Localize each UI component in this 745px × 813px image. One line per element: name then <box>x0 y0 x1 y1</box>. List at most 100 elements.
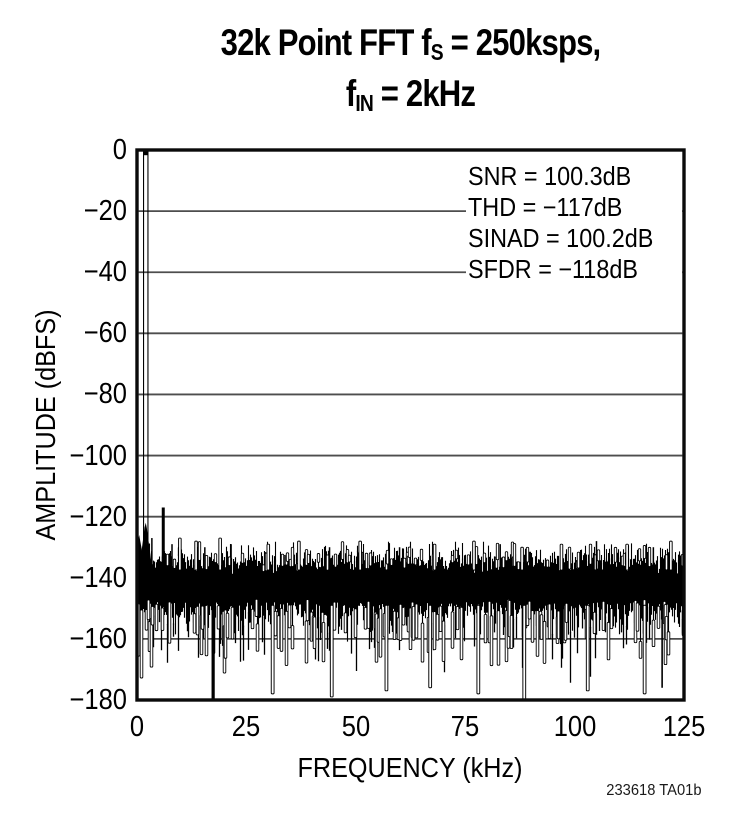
noise-hollow-spike <box>290 546 295 567</box>
noise-hollow-spike <box>204 604 209 657</box>
noise-hollow-spike <box>230 606 235 640</box>
noise-hollow-spike <box>509 615 514 650</box>
y-tick-label: −40 <box>83 256 127 289</box>
deep-dip <box>585 604 590 692</box>
noise-hollow-spike <box>385 549 390 565</box>
noise-hollow-spike <box>287 604 292 629</box>
deep-dip <box>476 604 481 695</box>
noise-hollow-spike <box>172 558 177 569</box>
noise-hollow-spike <box>363 607 368 630</box>
noise-hollow-spike <box>353 608 358 639</box>
noise-hollow-spike <box>512 543 517 567</box>
noise-hollow-spike <box>601 600 606 632</box>
noise-hollow-spike <box>216 605 221 630</box>
noise-hollow-spike <box>225 612 230 639</box>
noise-hollow-spike <box>432 611 437 651</box>
fundamental-peak <box>143 150 149 156</box>
spur <box>432 543 437 571</box>
noise-hollow-spike <box>530 610 535 643</box>
thd-annotation: THD = −117dB <box>468 192 623 222</box>
spur <box>178 537 182 571</box>
noise-hollow-spike <box>482 552 487 564</box>
noise-hollow-spike <box>284 610 289 666</box>
noise-hollow-spike <box>167 601 172 644</box>
noise-hollow-spike <box>435 613 440 641</box>
x-axis-title: FREQUENCY (kHz) <box>297 752 523 783</box>
sinad-annotation: SINAD = 100.2dB <box>468 223 654 253</box>
noise-hollow-spike <box>637 548 642 562</box>
noise-hollow-spike <box>280 553 285 567</box>
spur <box>520 546 524 571</box>
noise-hollow-spike <box>545 559 550 568</box>
plot-frame <box>135 148 686 702</box>
noise-hollow-spike <box>306 553 311 564</box>
y-tick-label: −180 <box>69 684 127 716</box>
noise-hollow-spike <box>273 610 278 637</box>
noise-hollow-spike <box>459 606 464 661</box>
fft-plot-area <box>135 148 686 702</box>
figure-caption: 233618 TA01b <box>605 782 701 799</box>
spur <box>625 543 629 571</box>
deep-dip <box>384 604 389 692</box>
noise-hollow-spike <box>527 600 532 620</box>
noise-hollow-spike <box>149 618 154 668</box>
noise-hollow-spike <box>254 598 259 617</box>
noise-hollow-spike <box>160 607 165 631</box>
noise-hollow-spike <box>378 608 383 658</box>
dc-bump <box>137 535 145 566</box>
noise-hollow-spike <box>539 614 544 640</box>
noise-hollow-spike <box>146 599 151 621</box>
noise-hollow-spike <box>638 640 643 659</box>
y-tick-label: −140 <box>69 561 127 594</box>
noise-hollow-spike <box>304 620 309 664</box>
y-axis-title: AMPLITUDE (dBFS) <box>30 309 61 541</box>
noise-hollow-spike <box>290 625 295 650</box>
noise-hollow-spike <box>496 610 501 666</box>
x-tick-label: 100 <box>553 711 596 743</box>
noise-hollow-spike <box>325 554 330 571</box>
noise-hollow-spike <box>466 554 471 566</box>
noise-hollow-spike <box>609 608 614 630</box>
sfdr-annotation: SFDR = −118dB <box>468 254 638 284</box>
noise-hollow-spike <box>347 554 352 563</box>
noise-hollow-spike <box>195 605 200 636</box>
noise-hollow-spike <box>635 602 640 632</box>
noise-hollow-spike <box>420 622 425 663</box>
deep-dip <box>270 604 275 695</box>
x-tick-label: 75 <box>450 711 480 743</box>
noise-hollow-spike <box>255 623 260 652</box>
noise-hollow-spike <box>312 616 317 650</box>
noise-hollow-spike <box>407 546 412 558</box>
noise-hollow-spike <box>204 554 209 571</box>
y-tick-label: −160 <box>69 622 127 655</box>
spur <box>358 540 362 571</box>
spur <box>266 543 271 571</box>
noise-hollow-spike <box>525 546 530 563</box>
spur <box>218 537 222 571</box>
noise-hollow-spike <box>495 542 500 561</box>
noise-hollow-spike <box>666 631 671 656</box>
noise-hollow-spike <box>250 608 255 630</box>
noise-hollow-spike <box>642 545 647 560</box>
chart-title: 32k Point FFT fS = 250ksps, fIN = 2kHz <box>76 22 745 124</box>
noise-hollow-spike <box>261 564 266 573</box>
noise-hollow-spike <box>455 606 460 631</box>
noise-hollow-spike <box>501 556 506 569</box>
noise-hollow-spike <box>606 621 611 661</box>
noise-hollow-spike <box>401 606 406 626</box>
noise-hollow-spike <box>368 552 373 567</box>
noise-hollow-spike <box>333 553 338 568</box>
noise-hollow-spike <box>516 561 521 571</box>
noise-hollow-spike <box>664 554 669 571</box>
noise-hollow-spike <box>441 620 446 662</box>
spur <box>297 540 301 571</box>
noise-hollow-spike <box>398 603 403 641</box>
y-tick-label: 0 <box>112 134 127 166</box>
noise-hollow-spike <box>340 541 345 560</box>
noise-hollow-spike <box>576 551 581 569</box>
noise-hollow-spike <box>651 619 656 648</box>
y-tick-label: −100 <box>69 439 127 472</box>
noise-hollow-spike <box>489 615 494 667</box>
noise-hollow-spike <box>450 554 455 564</box>
chart-title-line: 32k Point FFT fS = 250ksps, <box>220 22 602 66</box>
